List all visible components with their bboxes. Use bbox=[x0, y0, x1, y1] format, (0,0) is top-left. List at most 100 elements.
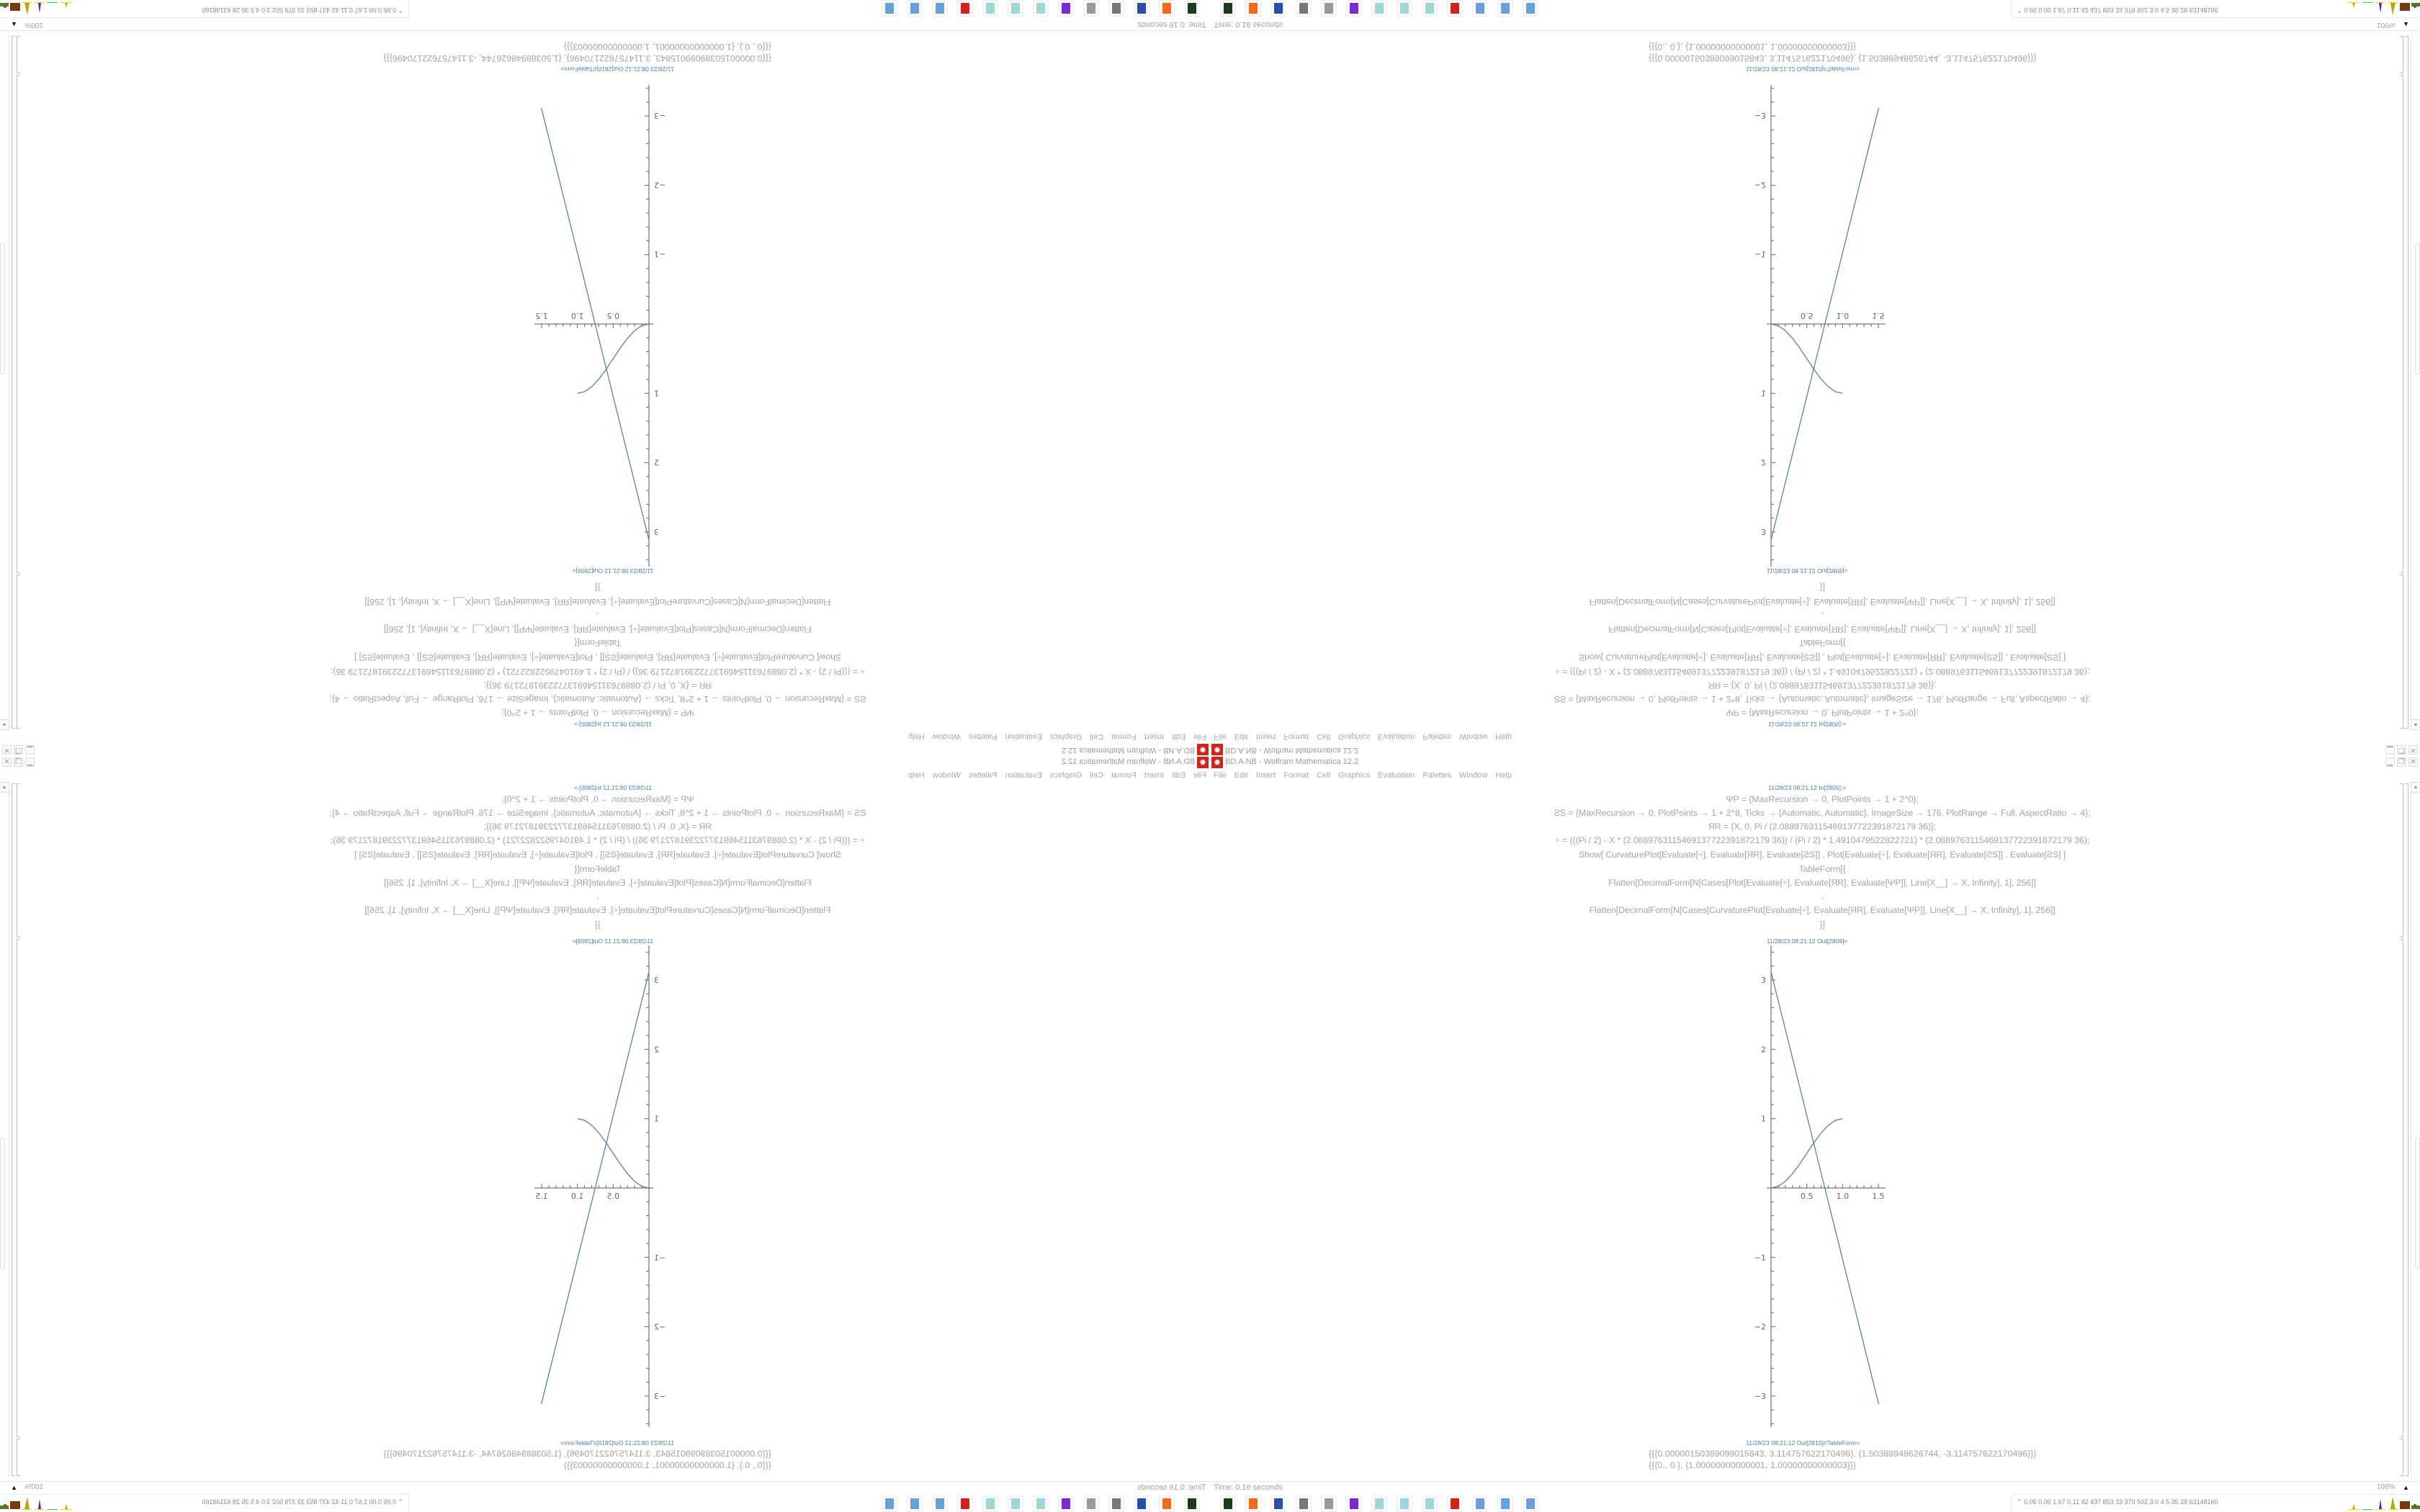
menu-window[interactable]: Window bbox=[1459, 771, 1488, 780]
taskbar-button[interactable] bbox=[1321, 0, 1337, 17]
tray-chevron-icon[interactable]: ⌃ bbox=[2017, 6, 2022, 14]
code-line[interactable]: Show[ CurvaturePlot[Evaluate[÷], Evaluat… bbox=[1578, 850, 2066, 860]
menu-graphics[interactable]: Graphics bbox=[1338, 771, 1371, 780]
cell-bracket[interactable] bbox=[17, 783, 20, 937]
menu-edit[interactable]: Edit bbox=[1234, 771, 1248, 780]
scroll-up-arrow-icon[interactable]: ▲ bbox=[2411, 719, 2420, 730]
cell-bracket[interactable] bbox=[2400, 939, 2403, 1437]
taskbar-button[interactable] bbox=[1184, 1495, 1200, 1512]
code-line[interactable]: , bbox=[1821, 891, 1824, 901]
taskbar-button[interactable] bbox=[1033, 1495, 1049, 1512]
taskbar-button[interactable] bbox=[1321, 1495, 1337, 1512]
taskbar-button[interactable] bbox=[1108, 0, 1124, 17]
menu-cell[interactable]: Cell bbox=[1317, 771, 1331, 780]
taskbar-button[interactable] bbox=[1220, 0, 1236, 17]
taskbar-button[interactable] bbox=[1058, 1495, 1074, 1512]
restore-button[interactable]: ❐ bbox=[2397, 757, 2406, 767]
zoom-menu-arrow-icon[interactable]: ▲ bbox=[11, 21, 17, 28]
scrollbar[interactable] bbox=[0, 782, 9, 1477]
menu-palettes[interactable]: Palettes bbox=[1422, 771, 1452, 780]
zoom-menu-arrow-icon[interactable]: ▲ bbox=[2403, 21, 2409, 28]
cell-bracket[interactable] bbox=[17, 1439, 20, 1476]
minimize-button[interactable]: ▁ bbox=[2385, 757, 2395, 767]
code-line[interactable]: ΨP = {MaxRecursion → 0, PlotPoints → 1 +… bbox=[1726, 794, 1919, 804]
scrollbar-thumb[interactable] bbox=[0, 243, 5, 374]
taskbar-button[interactable] bbox=[1108, 1495, 1124, 1512]
code-line[interactable]: Flatten[DecimalForm[N[Cases[Plot[Evaluat… bbox=[1608, 878, 2036, 888]
taskbar-button[interactable] bbox=[1296, 0, 1312, 17]
taskbar-button[interactable] bbox=[1447, 0, 1463, 17]
code-line[interactable]: ƧS = {MaxRecursion → 0, PlotPoints → 1 +… bbox=[1554, 808, 2091, 818]
menu-format[interactable]: Format bbox=[1283, 771, 1309, 780]
zoom-level[interactable]: 100% bbox=[2377, 1483, 2396, 1491]
taskbar-button[interactable] bbox=[1270, 0, 1286, 17]
zoom-level[interactable]: 100% bbox=[24, 1483, 43, 1491]
zoom-level[interactable]: 100% bbox=[2377, 21, 2396, 29]
taskbar-button[interactable] bbox=[957, 0, 973, 17]
tray-chevron-icon[interactable]: ⌃ bbox=[398, 6, 403, 14]
scroll-up-arrow-icon[interactable]: ▲ bbox=[0, 719, 9, 730]
taskbar-button[interactable] bbox=[932, 0, 948, 17]
cell-bracket[interactable] bbox=[17, 75, 20, 573]
taskbar-button[interactable] bbox=[1134, 0, 1150, 17]
taskbar-button[interactable] bbox=[907, 1495, 923, 1512]
scrollbar[interactable] bbox=[2411, 35, 2420, 730]
taskbar-button[interactable] bbox=[1422, 0, 1438, 17]
cell-bracket[interactable] bbox=[2400, 783, 2403, 937]
taskbar-button[interactable] bbox=[957, 1495, 973, 1512]
group-bracket[interactable] bbox=[12, 783, 15, 1476]
taskbar-button[interactable] bbox=[1008, 1495, 1023, 1512]
code-line[interactable]: Flatten[DecimalForm[N[Cases[CurvaturePlo… bbox=[1589, 905, 2056, 915]
taskbar-button[interactable] bbox=[1346, 0, 1362, 17]
scroll-up-arrow-icon[interactable]: ▲ bbox=[0, 782, 9, 793]
taskbar-button[interactable] bbox=[1472, 1495, 1488, 1512]
cell-bracket[interactable] bbox=[2400, 75, 2403, 573]
taskbar-button[interactable] bbox=[932, 1495, 948, 1512]
taskbar-button[interactable] bbox=[1033, 0, 1049, 17]
tray-chevron-icon[interactable]: ⌃ bbox=[2017, 1498, 2022, 1506]
taskbar-button[interactable] bbox=[1220, 1495, 1236, 1512]
menu-evaluation[interactable]: Evaluation bbox=[1378, 771, 1415, 780]
taskbar-button[interactable] bbox=[1184, 0, 1200, 17]
taskbar-button[interactable] bbox=[1083, 0, 1099, 17]
cell-bracket[interactable] bbox=[17, 575, 20, 729]
zoom-menu-arrow-icon[interactable]: ▲ bbox=[11, 1484, 17, 1491]
cell-bracket[interactable] bbox=[17, 36, 20, 73]
taskbar-button[interactable] bbox=[1497, 0, 1513, 17]
code-line[interactable]: TableForm[{ bbox=[1798, 864, 1846, 874]
taskbar-button[interactable] bbox=[882, 0, 897, 17]
taskbar-button[interactable] bbox=[1346, 1495, 1362, 1512]
group-bracket[interactable] bbox=[2405, 783, 2408, 1476]
taskbar-button[interactable] bbox=[1472, 0, 1488, 17]
scrollbar[interactable] bbox=[0, 35, 9, 730]
taskbar-button[interactable] bbox=[1497, 1495, 1513, 1512]
taskbar-button[interactable] bbox=[1270, 1495, 1286, 1512]
group-bracket[interactable] bbox=[2405, 36, 2408, 729]
scrollbar-thumb[interactable] bbox=[2415, 1138, 2420, 1269]
scrollbar-thumb[interactable] bbox=[2415, 243, 2420, 374]
taskbar-button[interactable] bbox=[1134, 1495, 1150, 1512]
taskbar-button[interactable] bbox=[1296, 1495, 1312, 1512]
taskbar-button[interactable] bbox=[1397, 1495, 1412, 1512]
taskbar-button[interactable] bbox=[1058, 0, 1074, 17]
menu-file[interactable]: File bbox=[1214, 771, 1227, 780]
taskbar-button[interactable] bbox=[1159, 1495, 1175, 1512]
taskbar-button[interactable] bbox=[1245, 1495, 1261, 1512]
close-button[interactable]: ✕ bbox=[2408, 757, 2418, 767]
taskbar-button[interactable] bbox=[1008, 0, 1023, 17]
cell-bracket[interactable] bbox=[2400, 36, 2403, 73]
taskbar-button[interactable] bbox=[1371, 0, 1387, 17]
taskbar-button[interactable] bbox=[907, 0, 923, 17]
code-line[interactable]: ЯR = {X, 0, Pi / (2.08897631154691377223… bbox=[1708, 822, 1937, 832]
taskbar-button[interactable] bbox=[982, 1495, 998, 1512]
taskbar-button[interactable] bbox=[1083, 1495, 1099, 1512]
taskbar-button[interactable] bbox=[1371, 1495, 1387, 1512]
taskbar-button[interactable] bbox=[1245, 0, 1261, 17]
taskbar-button[interactable] bbox=[1422, 1495, 1438, 1512]
scrollbar-thumb[interactable] bbox=[0, 1138, 5, 1269]
menu-insert[interactable]: Insert bbox=[1255, 771, 1276, 780]
taskbar-button[interactable] bbox=[1523, 0, 1538, 17]
code-line[interactable]: }] bbox=[1819, 919, 1825, 930]
zoom-menu-arrow-icon[interactable]: ▲ bbox=[2403, 1484, 2409, 1491]
cell-bracket[interactable] bbox=[2400, 1439, 2403, 1476]
